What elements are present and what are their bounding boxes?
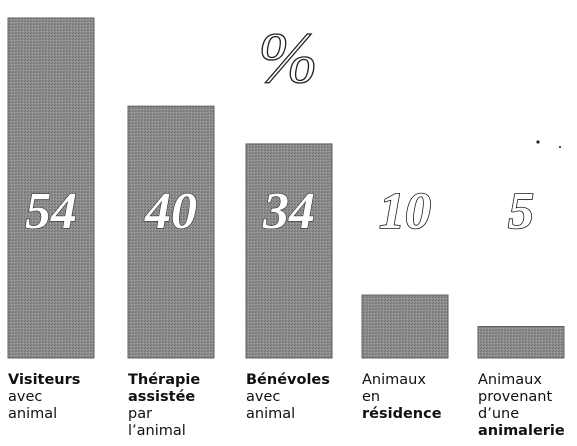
category-label-line: provenant [478,389,553,405]
category-label-line: d’une [478,406,520,422]
category-label-1: Visiteurs avec animal [8,372,120,423]
category-label-4: Animaux en résidence [362,372,474,423]
value-label-1: 54 [25,183,77,240]
category-label-line: avec [8,389,43,405]
decorative-speck [536,140,540,144]
category-label-5: Animaux provenant d’une animalerie [478,372,577,440]
decorative-speck [559,146,561,148]
category-label-line: l’animal [128,423,186,439]
category-label-line: résidence [362,406,442,422]
category-label-3: Bénévoles avec animal [246,372,358,423]
category-label-line: Bénévoles [246,372,330,388]
category-label-line: Visiteurs [8,372,81,388]
value-label-2: 40 [144,183,197,240]
category-label-line: animalerie [478,423,565,439]
category-label-line: animal [8,406,58,422]
bar-1 [7,17,95,359]
bar-4 [361,294,449,359]
category-label-line: avec [246,389,281,405]
category-label-line: animal [246,406,296,422]
bars-layer [7,17,565,359]
bar-5 [477,326,565,359]
category-label-2: Thérapie assistée par l’animal [128,372,240,440]
bar-3 [245,143,333,359]
category-label-line: Animaux [478,372,542,388]
value-label-5: 5 [508,183,534,240]
category-label-line: en [362,389,381,405]
value-labels-layer: 54 40 34 10 5 [24,182,534,241]
value-label-4: 10 [379,183,431,240]
category-label-line: assistée [128,389,196,405]
category-label-line: Thérapie [128,372,201,388]
value-label-3: 34 [262,183,315,240]
category-label-line: Animaux [362,372,426,388]
bar-2 [127,105,215,359]
percent-unit-label: % [258,18,318,98]
category-label-line: par [128,406,153,422]
